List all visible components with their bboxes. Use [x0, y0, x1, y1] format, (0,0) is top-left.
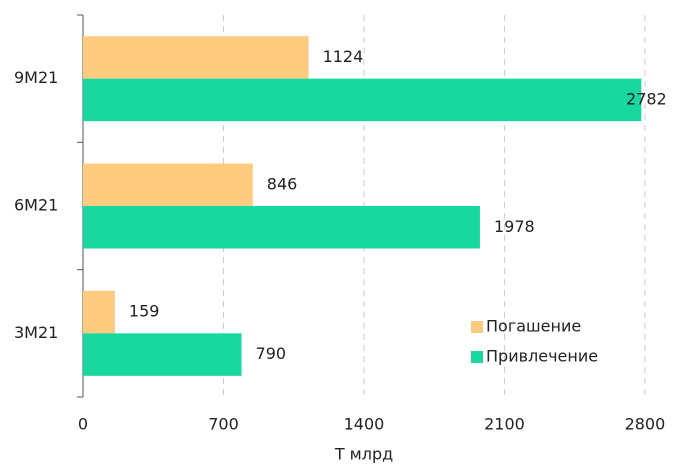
- x-tick-label: 700: [208, 415, 239, 434]
- x-tick-label: 2800: [625, 415, 666, 434]
- data-label: 790: [256, 344, 287, 363]
- x-tick-label: 2100: [484, 415, 525, 434]
- legend-swatch: [471, 321, 483, 333]
- bar: [83, 333, 242, 376]
- legend-swatch: [471, 351, 483, 363]
- bar: [83, 36, 309, 79]
- bar: [83, 78, 642, 122]
- legend-label: Погашение: [486, 317, 581, 336]
- legend-label: Привлечение: [486, 347, 598, 366]
- x-tick-label: 1400: [344, 415, 385, 434]
- y-tick-label: 3M21: [14, 323, 58, 342]
- x-axis-label: Т млрд: [334, 445, 393, 464]
- data-label: 1978: [494, 217, 535, 236]
- data-label: 1124: [323, 47, 364, 66]
- bar: [83, 163, 253, 206]
- data-label: 2782: [626, 89, 667, 108]
- x-tick-label: 0: [78, 415, 88, 434]
- data-label: 846: [267, 174, 298, 193]
- bar: [83, 290, 115, 334]
- y-tick-label: 9M21: [14, 68, 58, 87]
- y-tick-label: 6M21: [14, 196, 58, 215]
- bar: [83, 206, 480, 249]
- data-label: 159: [129, 302, 160, 321]
